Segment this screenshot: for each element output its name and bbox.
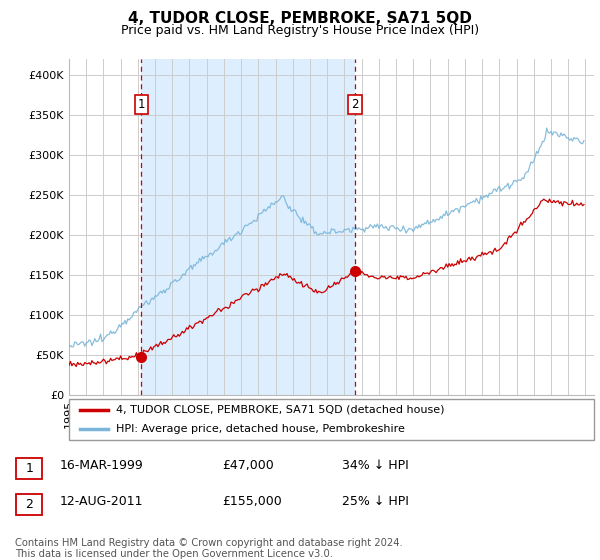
FancyBboxPatch shape	[16, 494, 43, 515]
Text: HPI: Average price, detached house, Pembrokeshire: HPI: Average price, detached house, Pemb…	[116, 423, 405, 433]
Text: 34% ↓ HPI: 34% ↓ HPI	[342, 459, 409, 472]
Text: 4, TUDOR CLOSE, PEMBROKE, SA71 5QD (detached house): 4, TUDOR CLOSE, PEMBROKE, SA71 5QD (deta…	[116, 405, 445, 415]
Bar	[142, 59, 355, 395]
FancyBboxPatch shape	[69, 399, 594, 440]
Text: 4, TUDOR CLOSE, PEMBROKE, SA71 5QD: 4, TUDOR CLOSE, PEMBROKE, SA71 5QD	[128, 11, 472, 26]
Text: 2: 2	[25, 498, 34, 511]
Text: Price paid vs. HM Land Registry's House Price Index (HPI): Price paid vs. HM Land Registry's House …	[121, 24, 479, 36]
Text: £155,000: £155,000	[222, 494, 282, 508]
Text: 1: 1	[25, 462, 34, 475]
Text: Contains HM Land Registry data © Crown copyright and database right 2024.
This d: Contains HM Land Registry data © Crown c…	[15, 538, 403, 559]
Text: 2: 2	[352, 97, 359, 111]
Text: 12-AUG-2011: 12-AUG-2011	[60, 494, 143, 508]
Text: 25% ↓ HPI: 25% ↓ HPI	[342, 494, 409, 508]
Text: 16-MAR-1999: 16-MAR-1999	[60, 459, 144, 472]
Text: 1: 1	[138, 97, 145, 111]
FancyBboxPatch shape	[16, 458, 43, 479]
Text: £47,000: £47,000	[222, 459, 274, 472]
